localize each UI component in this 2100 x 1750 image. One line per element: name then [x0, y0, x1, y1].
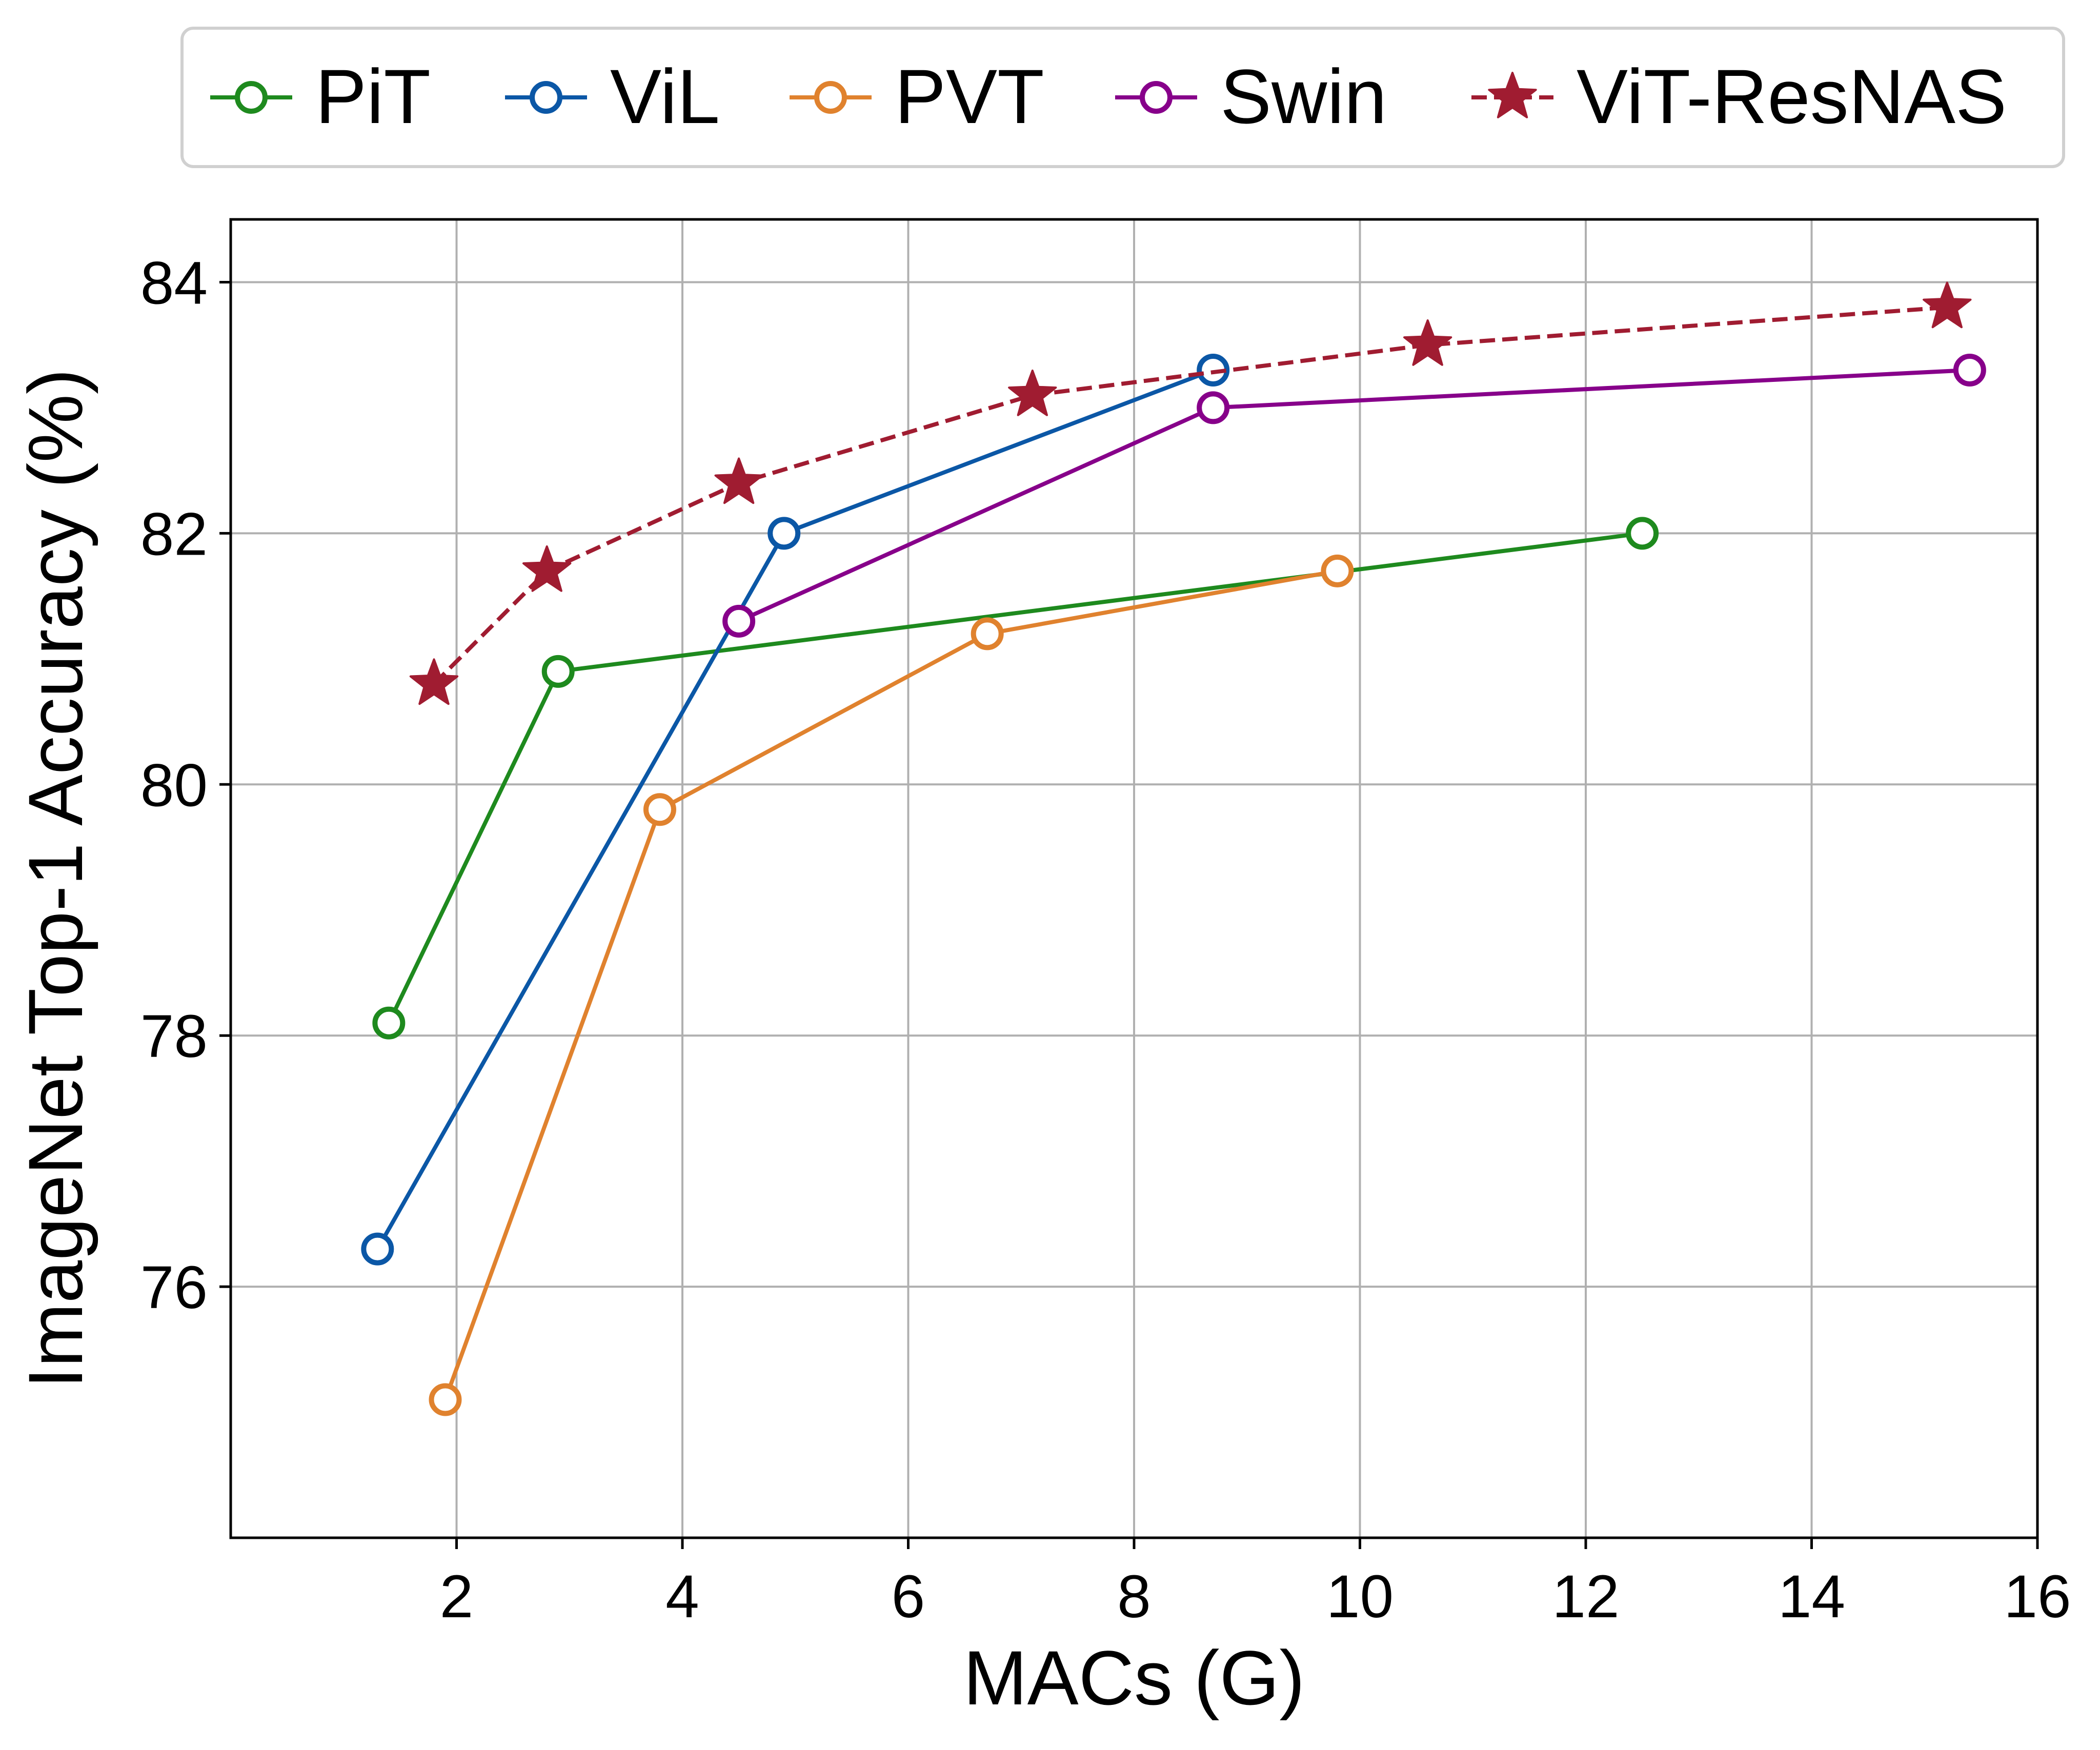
- data-point-pvt: [1321, 554, 1354, 587]
- data-point-pit: [541, 655, 575, 688]
- data-point-vil: [361, 1232, 394, 1266]
- series-pvt: [429, 554, 1354, 1416]
- legend-marker-pit: [235, 81, 268, 114]
- legend-label-vil: ViL: [610, 53, 720, 139]
- legend-marker-vil: [530, 81, 562, 114]
- series-swin: [722, 353, 1986, 638]
- y-tick-label: 78: [140, 1003, 208, 1070]
- y-tick-label: 76: [140, 1254, 208, 1321]
- data-point-vit-resnas: [1008, 369, 1057, 416]
- data-point-vil: [768, 517, 801, 550]
- x-axis-label: MACs (G): [963, 1635, 1305, 1721]
- legend-item-pit: PiT: [210, 53, 431, 139]
- legend: PiT ViL PVT Swin ViT-ResNAS: [180, 27, 2065, 168]
- legend-label-swin: Swin: [1220, 53, 1387, 139]
- data-point-pvt: [643, 793, 676, 826]
- y-axis-ticks: 76 78 80 82 84: [140, 249, 231, 1321]
- legend-item-swin: Swin: [1115, 53, 1387, 139]
- legend-marker-swin: [1140, 81, 1173, 114]
- data-point-pit: [1626, 517, 1659, 550]
- series-layer: [361, 281, 1986, 1416]
- x-tick-label: 8: [1117, 1563, 1151, 1631]
- y-tick-label: 84: [140, 249, 208, 317]
- y-axis-label: ImageNet Top-1 Accuracy (%): [12, 369, 98, 1389]
- legend-marker-pvt: [814, 81, 847, 114]
- data-point-swin: [722, 604, 756, 638]
- grid: [231, 219, 2037, 1538]
- x-tick-label: 4: [665, 1563, 699, 1631]
- data-point-vit-resnas: [409, 658, 459, 705]
- data-point-vil: [1197, 353, 1230, 386]
- y-tick-label: 82: [140, 500, 208, 568]
- data-point-swin: [1953, 353, 1986, 386]
- series-vil: [361, 353, 1230, 1266]
- data-point-vit-resnas: [1403, 319, 1452, 366]
- data-point-swin: [1197, 391, 1230, 424]
- data-point-vit-resnas: [522, 545, 572, 592]
- data-point-vit-resnas: [714, 457, 763, 504]
- legend-marker-vit-resnas: [1488, 72, 1537, 118]
- series-line-pvt: [443, 568, 1338, 1400]
- legend-item-pvt: PVT: [790, 53, 1044, 139]
- x-tick-label: 2: [440, 1563, 474, 1631]
- x-tick-label: 16: [2004, 1563, 2071, 1631]
- data-point-pit: [372, 1006, 406, 1040]
- x-tick-label: 10: [1326, 1563, 1394, 1631]
- plot-area: 2 4 6 8 10 12 14 16 76 78 80 82 84: [140, 218, 2071, 1631]
- x-axis-ticks: 2 4 6 8 10 12 14 16: [440, 1538, 2071, 1631]
- x-tick-label: 12: [1552, 1563, 1619, 1631]
- series-vit-resnas: [409, 281, 1972, 705]
- legend-item-vil: ViL: [505, 53, 720, 139]
- x-tick-label: 14: [1778, 1563, 1845, 1631]
- series-line-vit-resnas: [432, 305, 1948, 686]
- legend-label-pvt: PVT: [895, 53, 1044, 139]
- data-point-pvt: [971, 617, 1004, 650]
- y-tick-label: 80: [140, 751, 208, 819]
- data-point-vit-resnas: [1923, 281, 1972, 329]
- legend-label-vit-resnas: ViT-ResNAS: [1577, 53, 2007, 139]
- x-tick-label: 6: [892, 1563, 925, 1631]
- data-point-pvt: [429, 1383, 462, 1416]
- legend-label-pit: PiT: [315, 53, 431, 139]
- legend-item-vit-resnas: ViT-ResNAS: [1471, 53, 2007, 139]
